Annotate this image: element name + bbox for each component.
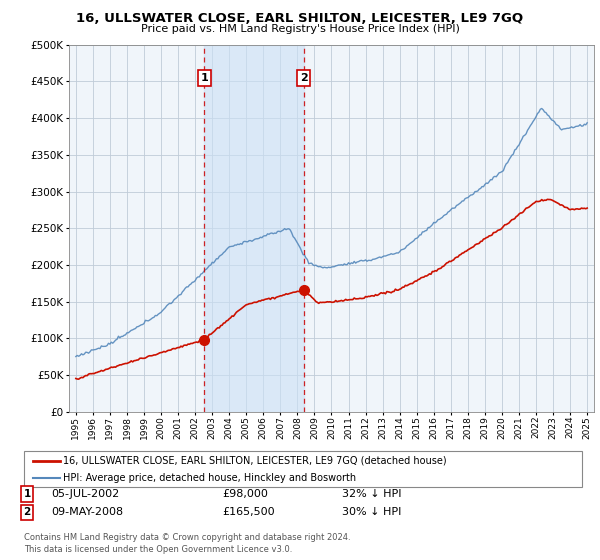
Text: 09-MAY-2008: 09-MAY-2008 xyxy=(51,507,123,517)
Text: 05-JUL-2002: 05-JUL-2002 xyxy=(51,489,119,499)
Text: 1: 1 xyxy=(23,489,31,499)
Text: 32% ↓ HPI: 32% ↓ HPI xyxy=(342,489,401,499)
Text: 16, ULLSWATER CLOSE, EARL SHILTON, LEICESTER, LE9 7GQ: 16, ULLSWATER CLOSE, EARL SHILTON, LEICE… xyxy=(76,12,524,25)
Text: HPI: Average price, detached house, Hinckley and Bosworth: HPI: Average price, detached house, Hinc… xyxy=(63,473,356,483)
Text: 2: 2 xyxy=(299,73,307,83)
Text: £165,500: £165,500 xyxy=(222,507,275,517)
Bar xyxy=(205,45,304,412)
Text: 1: 1 xyxy=(200,73,208,83)
Text: Price paid vs. HM Land Registry's House Price Index (HPI): Price paid vs. HM Land Registry's House … xyxy=(140,24,460,34)
Text: 30% ↓ HPI: 30% ↓ HPI xyxy=(342,507,401,517)
Text: £98,000: £98,000 xyxy=(222,489,268,499)
Text: 2: 2 xyxy=(23,507,31,517)
Text: Contains HM Land Registry data © Crown copyright and database right 2024.
This d: Contains HM Land Registry data © Crown c… xyxy=(24,533,350,554)
Text: 16, ULLSWATER CLOSE, EARL SHILTON, LEICESTER, LE9 7GQ (detached house): 16, ULLSWATER CLOSE, EARL SHILTON, LEICE… xyxy=(63,456,446,466)
